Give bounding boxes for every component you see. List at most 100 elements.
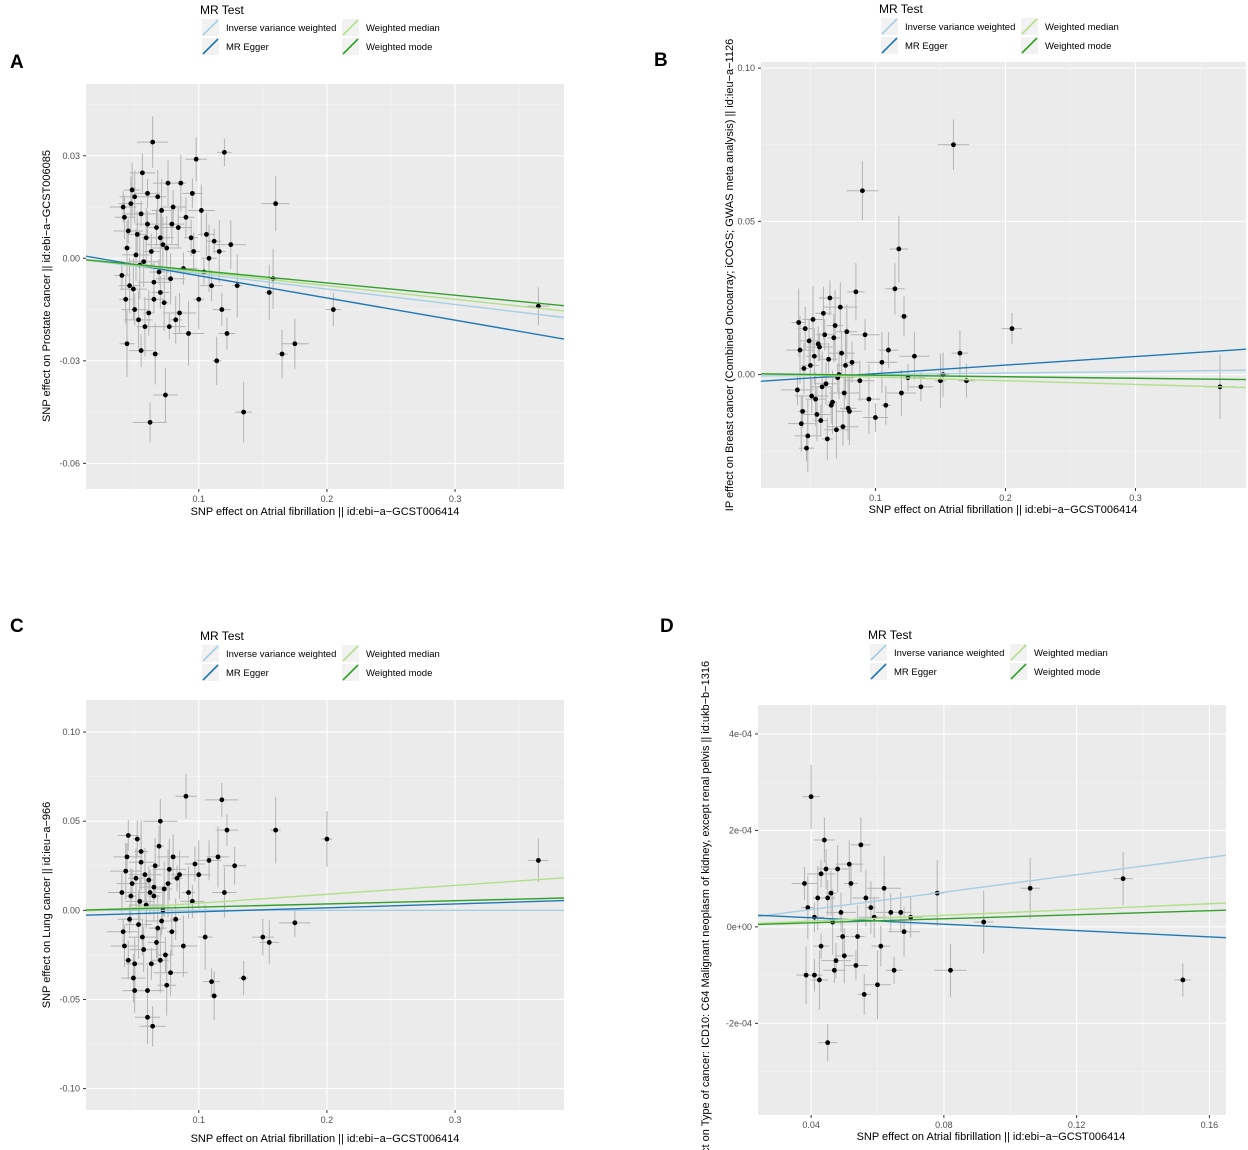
regression-line-weighted-median (758, 902, 1226, 925)
data-point (145, 1014, 150, 1020)
data-point (811, 353, 817, 359)
legend-c: MR Test Inverse variance weighted Weighted… (200, 629, 440, 681)
data-point (168, 276, 173, 282)
data-point (234, 283, 240, 289)
data-point (148, 249, 154, 254)
data-point (809, 393, 815, 399)
legend-label: Weighted mode (1045, 41, 1111, 52)
data-point (841, 953, 847, 959)
data-point (853, 963, 859, 968)
x-axis-label: SNP effect on Atrial fibrillation || id:… (191, 506, 460, 518)
data-point (154, 940, 159, 945)
regression-line-weighted-median (761, 373, 1246, 389)
legend-key-line (342, 38, 359, 55)
data-point (150, 1023, 156, 1029)
data-point (838, 910, 844, 915)
legend-label: Weighted median (1034, 648, 1108, 659)
data-point (138, 211, 144, 217)
data-point (823, 866, 829, 872)
data-point (808, 363, 813, 368)
y-tick-label: -0.03 (59, 356, 80, 366)
data-point (209, 979, 214, 985)
data-point (188, 235, 194, 241)
data-point (279, 351, 285, 357)
data-point (152, 351, 158, 357)
data-point (189, 190, 195, 196)
data-point (878, 943, 884, 949)
axis-ticks: 0.1 0.2 0.3 0.10 0.05 0.00 -0.05 -0.10 (59, 727, 461, 1125)
data-point (125, 957, 131, 963)
data-point (129, 881, 135, 887)
data-point (206, 858, 212, 863)
data-point (127, 283, 132, 289)
data-point (141, 947, 147, 952)
legend-key-line (202, 19, 219, 36)
legend-b: MR Test Inverse variance weighted Weighted… (879, 2, 1119, 54)
data-point (801, 366, 807, 371)
y-tick-label: 4e-04 (729, 729, 752, 739)
data-point (161, 886, 167, 892)
data-point (855, 934, 860, 939)
regression-line-inverse-variance-weighted (758, 854, 1226, 918)
data-point (122, 214, 127, 220)
data-point (166, 866, 172, 872)
y-tick-label: -0.05 (59, 994, 80, 1004)
data-point (848, 881, 854, 886)
data-point (173, 317, 179, 323)
data-point (798, 421, 804, 427)
x-axis-label: SNP effect on Atrial fibrillation || id:… (869, 504, 1138, 516)
data-point (260, 934, 266, 940)
data-point (224, 827, 230, 833)
data-point (134, 836, 140, 842)
legend-label: Inverse variance weighted (894, 648, 1004, 659)
data-point (951, 142, 956, 148)
data-point (843, 363, 848, 368)
data-point (120, 929, 126, 935)
data-point (132, 307, 138, 312)
data-point (157, 957, 163, 963)
data-point (147, 419, 153, 425)
data-point (131, 975, 136, 981)
data-point (145, 988, 150, 993)
data-point (858, 842, 864, 848)
y-tick-label: 0.05 (737, 216, 755, 226)
legend-label: MR Egger (905, 41, 948, 52)
data-point (168, 970, 173, 976)
data-point (228, 242, 234, 248)
data-point (189, 899, 195, 904)
data-point (151, 279, 157, 285)
data-point (146, 310, 152, 316)
data-point (159, 918, 165, 924)
data-point (163, 952, 168, 958)
x-tick-label: 0.08 (935, 1120, 953, 1130)
data-point (826, 356, 832, 362)
data-point (136, 317, 141, 323)
data-point (196, 872, 202, 878)
regression-line-weighted-median (86, 259, 564, 312)
data-point (818, 418, 824, 423)
legend-key-line (342, 664, 359, 681)
axis-ticks: 0.04 0.08 0.12 0.16 4e-04 2e-04 0e+00 -2e-04 (726, 729, 1218, 1130)
data-point (802, 881, 807, 886)
data-point (163, 392, 168, 398)
data-point (837, 304, 843, 310)
data-points (106, 774, 549, 1047)
data-point (804, 445, 809, 451)
x-axis-label: SNP effect on Atrial fibrillation || id:… (857, 1131, 1126, 1143)
data-point (155, 925, 161, 931)
legend-title: MR Test (200, 629, 244, 643)
y-tick-label: -0.10 (59, 1084, 80, 1094)
data-point (863, 895, 869, 901)
data-point (841, 390, 847, 396)
data-point (177, 872, 182, 878)
data-point (154, 225, 159, 230)
data-point (186, 890, 191, 895)
data-point (881, 885, 887, 891)
data-point (196, 296, 202, 302)
regression-lines (761, 348, 1246, 389)
x-tick-label: 0.12 (1068, 1120, 1086, 1130)
data-point (918, 384, 924, 390)
axis-ticks: 0.1 0.2 0.3 0.03 0.00 -0.03 -0.06 (59, 151, 461, 504)
data-point (866, 396, 872, 402)
